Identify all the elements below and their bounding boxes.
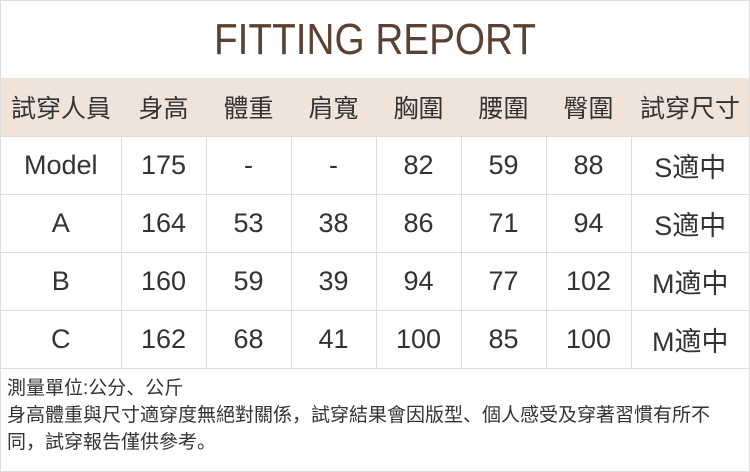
table-cell: 164 [120, 194, 207, 253]
table-cell: S適中 [630, 194, 749, 253]
units-note: 測量單位:公分、公斤 [7, 378, 184, 399]
column-header: 身高 [121, 78, 206, 137]
table-cell: - [290, 136, 377, 195]
table-cell: 59 [460, 136, 547, 195]
column-header: 肩寬 [291, 78, 376, 137]
column-header: 體重 [206, 78, 291, 137]
table-cell: - [205, 136, 292, 195]
report-title: FITTING REPORT [214, 14, 536, 64]
table-cell: 160 [120, 252, 207, 311]
table-cell: B [1, 252, 122, 311]
column-header: 臀圍 [546, 78, 631, 137]
table-row: B 160 59 39 94 77 102 M適中 [1, 252, 749, 311]
table-header-row: 試穿人員 身高 體重 肩寬 胸圍 腰圍 臀圍 試穿尺寸 [1, 78, 749, 137]
table-cell: M適中 [630, 252, 749, 311]
column-header: 試穿人員 [1, 78, 121, 137]
table-cell: 85 [460, 310, 547, 369]
table-cell: M適中 [630, 310, 749, 369]
column-header: 試穿尺寸 [631, 78, 749, 137]
table-cell: 94 [375, 252, 462, 311]
disclaimer-note: 身高體重與尺寸適穿度無絕對關係，試穿結果會因版型、個人感受及穿著習慣有所不同，試… [7, 405, 711, 453]
table-row: C 162 68 41 100 85 100 M適中 [1, 310, 749, 369]
notes: 測量單位:公分、公斤 身高體重與尺寸適穿度無絕對關係，試穿結果會因版型、個人感受… [1, 369, 749, 456]
table-cell: 88 [545, 136, 632, 195]
table-cell: 53 [205, 194, 292, 253]
table-cell: 100 [545, 310, 632, 369]
table-cell: 59 [205, 252, 292, 311]
table-cell: A [1, 194, 122, 253]
table-cell: 82 [375, 136, 462, 195]
table-row: Model 175- -82 59 88 S適中 [1, 136, 749, 195]
table-row: A 164 53 38 86 71 94 S適中 [1, 194, 749, 253]
table-cell: 41 [290, 310, 377, 369]
table-cell: 77 [460, 252, 547, 311]
column-header: 胸圍 [376, 78, 461, 137]
table-cell: 162 [120, 310, 207, 369]
table-cell: 100 [375, 310, 462, 369]
table-cell: 39 [290, 252, 377, 311]
table-cell: Model [1, 136, 122, 195]
table-cell: 102 [545, 252, 632, 311]
table-cell: 71 [460, 194, 547, 253]
table-cell: 86 [375, 194, 462, 253]
table-cell: 175 [120, 136, 207, 195]
column-header: 腰圍 [461, 78, 546, 137]
table-cell: 38 [290, 194, 377, 253]
fitting-table: 試穿人員 身高 體重 肩寬 胸圍 腰圍 臀圍 試穿尺寸 Model 175- -82 59 88 S適中… [1, 78, 749, 369]
table-cell: S適中 [630, 136, 749, 195]
table-cell: 94 [545, 194, 632, 253]
table-cell: C [1, 310, 122, 369]
table-cell: 68 [205, 310, 292, 369]
